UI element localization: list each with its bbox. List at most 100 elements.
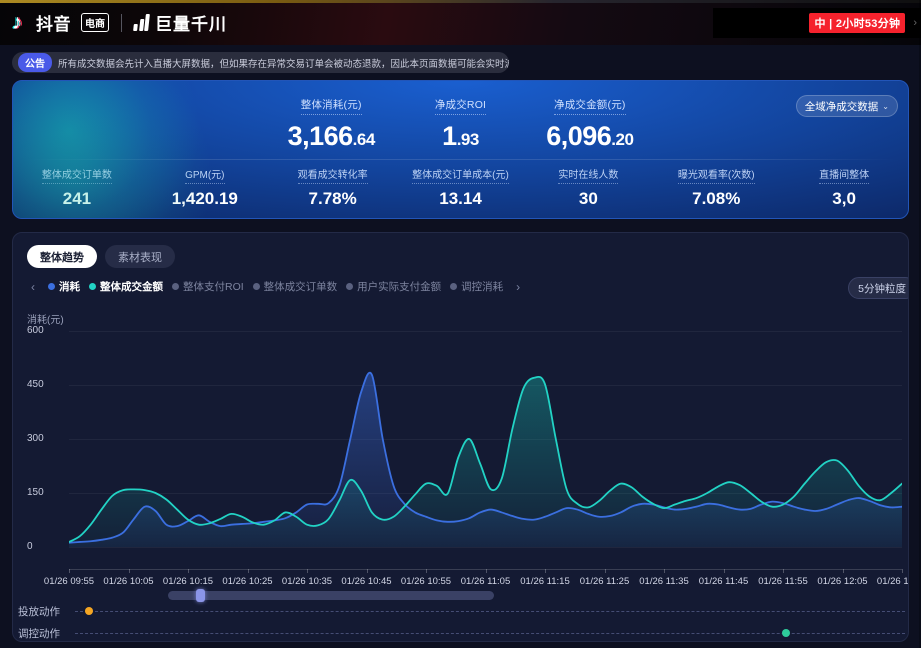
x-axis-tick bbox=[485, 569, 487, 573]
control-action-label: 调控动作 bbox=[18, 627, 60, 640]
x-axis-tick bbox=[307, 569, 308, 573]
granularity-selector[interactable]: 5分钟粒度 bbox=[848, 277, 908, 299]
metric-livestream-overall: 直播间整体 3,0 bbox=[780, 165, 908, 210]
x-axis-tick bbox=[842, 569, 844, 573]
metric-gpm: GPM(元) 1,420.19 bbox=[141, 165, 269, 210]
metric-value: 241 bbox=[62, 189, 92, 208]
legend-next-arrow[interactable]: › bbox=[516, 279, 521, 294]
timeline-scrollbar-handle[interactable] bbox=[196, 589, 205, 602]
qianchuan-brand-label: 巨量千川 bbox=[155, 15, 227, 34]
control-action-marker[interactable] bbox=[782, 629, 791, 637]
x-axis-tick-label: 01/26 10:35 bbox=[281, 576, 333, 587]
x-axis-tick-label: 01/26 11:25 bbox=[579, 576, 630, 587]
bar-chart-icon bbox=[133, 14, 150, 31]
metric-order-count: 整体成交订单数 241 bbox=[13, 165, 141, 210]
metric-label: 整体成交订单成本(元) bbox=[412, 166, 509, 184]
x-axis-tick bbox=[247, 569, 249, 573]
chart-series-canvas bbox=[69, 331, 902, 547]
trend-chart-card: 整体趋势 素材表现 5分钟粒度 ‹ 消耗 整体成交金额 整体支付ROI 整体成交… bbox=[12, 232, 909, 642]
y-axis-tick-label: 150 bbox=[27, 487, 44, 498]
live-countdown-badge: 中 | 2小时53分钟 bbox=[809, 13, 906, 33]
secondary-metrics-row: 整体成交订单数 241 GPM(元) 1,420.19 观看成交转化率 7.78… bbox=[13, 165, 908, 210]
x-axis-tick-label: 01/26 11:35 bbox=[639, 576, 689, 587]
metric-value: 7.78% bbox=[308, 189, 357, 208]
metric-label: 净成交金额(元) bbox=[554, 97, 626, 115]
primary-metrics-row: 整体消耗(元) 3,166.64 净成交ROI 1.93 净成交金额(元) 6,… bbox=[13, 95, 908, 156]
control-action-dashline bbox=[75, 632, 905, 634]
delivery-action-marker[interactable] bbox=[84, 607, 93, 615]
metric-online-users: 实时在线人数 30 bbox=[524, 165, 652, 210]
x-axis: 01/26 09:55 01/26 10:05 01/26 10:15 01/26 1… bbox=[13, 569, 909, 591]
x-axis-line bbox=[69, 569, 902, 570]
metric-value: 7.08% bbox=[692, 189, 741, 208]
legend-item-user-paid-amount[interactable]: 用户实际支付金额 bbox=[346, 279, 441, 294]
delivery-action-row: 投放动作 bbox=[0, 604, 921, 618]
legend-item-overall-gmv[interactable]: 整体成交金额 bbox=[89, 279, 163, 294]
metric-value: 30 bbox=[578, 189, 598, 208]
metric-value: 6,096.20 bbox=[546, 120, 634, 156]
metric-net-gmv: 净成交金额(元) 6,096.20 bbox=[546, 95, 634, 156]
x-axis-tick-label: 01/26 09:55 bbox=[43, 576, 95, 587]
metric-value: 13.14 bbox=[439, 189, 482, 208]
announcement-bar: 公告 所有成交数据会先计入直播大屏数据，但如果存在异常交易订单会被动态退款，因此… bbox=[12, 52, 509, 73]
metric-value-dec: .64 bbox=[352, 130, 376, 149]
legend-item-order-count[interactable]: 整体成交订单数 bbox=[252, 279, 338, 294]
gridline bbox=[69, 547, 902, 548]
x-axis-tick bbox=[723, 569, 725, 573]
y-axis-tick-label: 300 bbox=[27, 433, 44, 444]
tab-overall-trend[interactable]: 整体趋势 bbox=[27, 245, 97, 268]
douyin-brand-label: 抖音 bbox=[36, 15, 71, 34]
metric-overall-cost: 整体消耗(元) 3,166.64 bbox=[287, 95, 376, 156]
data-scope-dropdown[interactable]: 全域净成交数据 ⌄ bbox=[795, 95, 898, 117]
metric-label: 整体消耗(元) bbox=[300, 97, 362, 115]
x-axis-tick-label: 01/26 12:15 bbox=[876, 576, 909, 587]
legend-label: 整体支付ROI bbox=[183, 281, 244, 293]
x-axis-tick bbox=[69, 569, 70, 573]
music-note-icon bbox=[12, 13, 30, 33]
tab-creative-performance[interactable]: 素材表现 bbox=[105, 245, 175, 268]
legend-item-cost[interactable]: 消耗 bbox=[48, 279, 80, 294]
metric-value-int: 3,166 bbox=[287, 121, 354, 151]
legend-label: 整体成交订单数 bbox=[263, 281, 338, 293]
x-axis-tick-label: 01/26 11:15 bbox=[520, 576, 570, 587]
legend-item-pay-roi[interactable]: 整体支付ROI bbox=[172, 279, 244, 294]
legend-item-controlled-cost[interactable]: 调控消耗 bbox=[450, 279, 503, 294]
x-axis-tick bbox=[426, 569, 427, 573]
timeline-scrollbar[interactable] bbox=[168, 591, 494, 600]
douyin-logo[interactable]: 抖音 电商 bbox=[12, 10, 109, 35]
legend-label: 消耗 bbox=[59, 281, 80, 293]
x-axis-tick-label: 01/26 11:55 bbox=[758, 576, 808, 587]
chevron-down-icon: ⌄ bbox=[882, 101, 889, 111]
x-axis-tick bbox=[188, 569, 189, 573]
gridline bbox=[69, 385, 902, 386]
x-axis-tick-label: 01/26 11:45 bbox=[698, 576, 749, 587]
x-axis-tick-label: 01/26 10:25 bbox=[222, 576, 273, 587]
x-axis-tick bbox=[604, 569, 606, 573]
legend-dot-icon bbox=[346, 283, 354, 290]
chevron-right-icon[interactable]: › bbox=[913, 17, 917, 29]
x-axis-tick-label: 01/26 10:15 bbox=[162, 576, 214, 587]
metric-value-dec: .20 bbox=[611, 130, 634, 149]
announcement-badge: 公告 bbox=[18, 53, 52, 72]
gridline bbox=[69, 439, 902, 440]
chart-plot-area: 消耗(元) 600 450 300 150 0 bbox=[13, 309, 908, 569]
legend-dot-icon bbox=[48, 283, 55, 290]
legend-prev-arrow[interactable]: ‹ bbox=[31, 279, 35, 294]
top-bar: 抖音 电商 巨量千川 中 | 2小时53分钟 › bbox=[0, 0, 921, 45]
y-axis-tick-label: 0 bbox=[27, 541, 33, 552]
metric-value-int: 6,096 bbox=[546, 121, 612, 151]
y-axis-tick-label: 450 bbox=[27, 379, 44, 390]
x-axis-tick bbox=[366, 569, 368, 573]
x-axis-tick-label: 01/26 10:05 bbox=[103, 576, 154, 587]
top-right-area: 中 | 2小时53分钟 › bbox=[713, 8, 921, 38]
metric-label: 曝光观看率(次数) bbox=[677, 166, 755, 184]
x-axis-tick-label: 01/26 10:55 bbox=[400, 576, 452, 587]
metric-value: 3,166.64 bbox=[287, 120, 376, 156]
qianchuan-logo[interactable]: 巨量千川 bbox=[133, 10, 227, 35]
legend-dot-icon bbox=[172, 283, 179, 290]
metric-net-roi: 净成交ROI 1.93 bbox=[434, 95, 487, 156]
legend-label: 用户实际支付金额 bbox=[357, 281, 442, 293]
metric-value: 1.93 bbox=[435, 120, 486, 156]
legend-label: 整体成交金额 bbox=[100, 281, 163, 293]
x-axis-tick bbox=[783, 569, 784, 573]
